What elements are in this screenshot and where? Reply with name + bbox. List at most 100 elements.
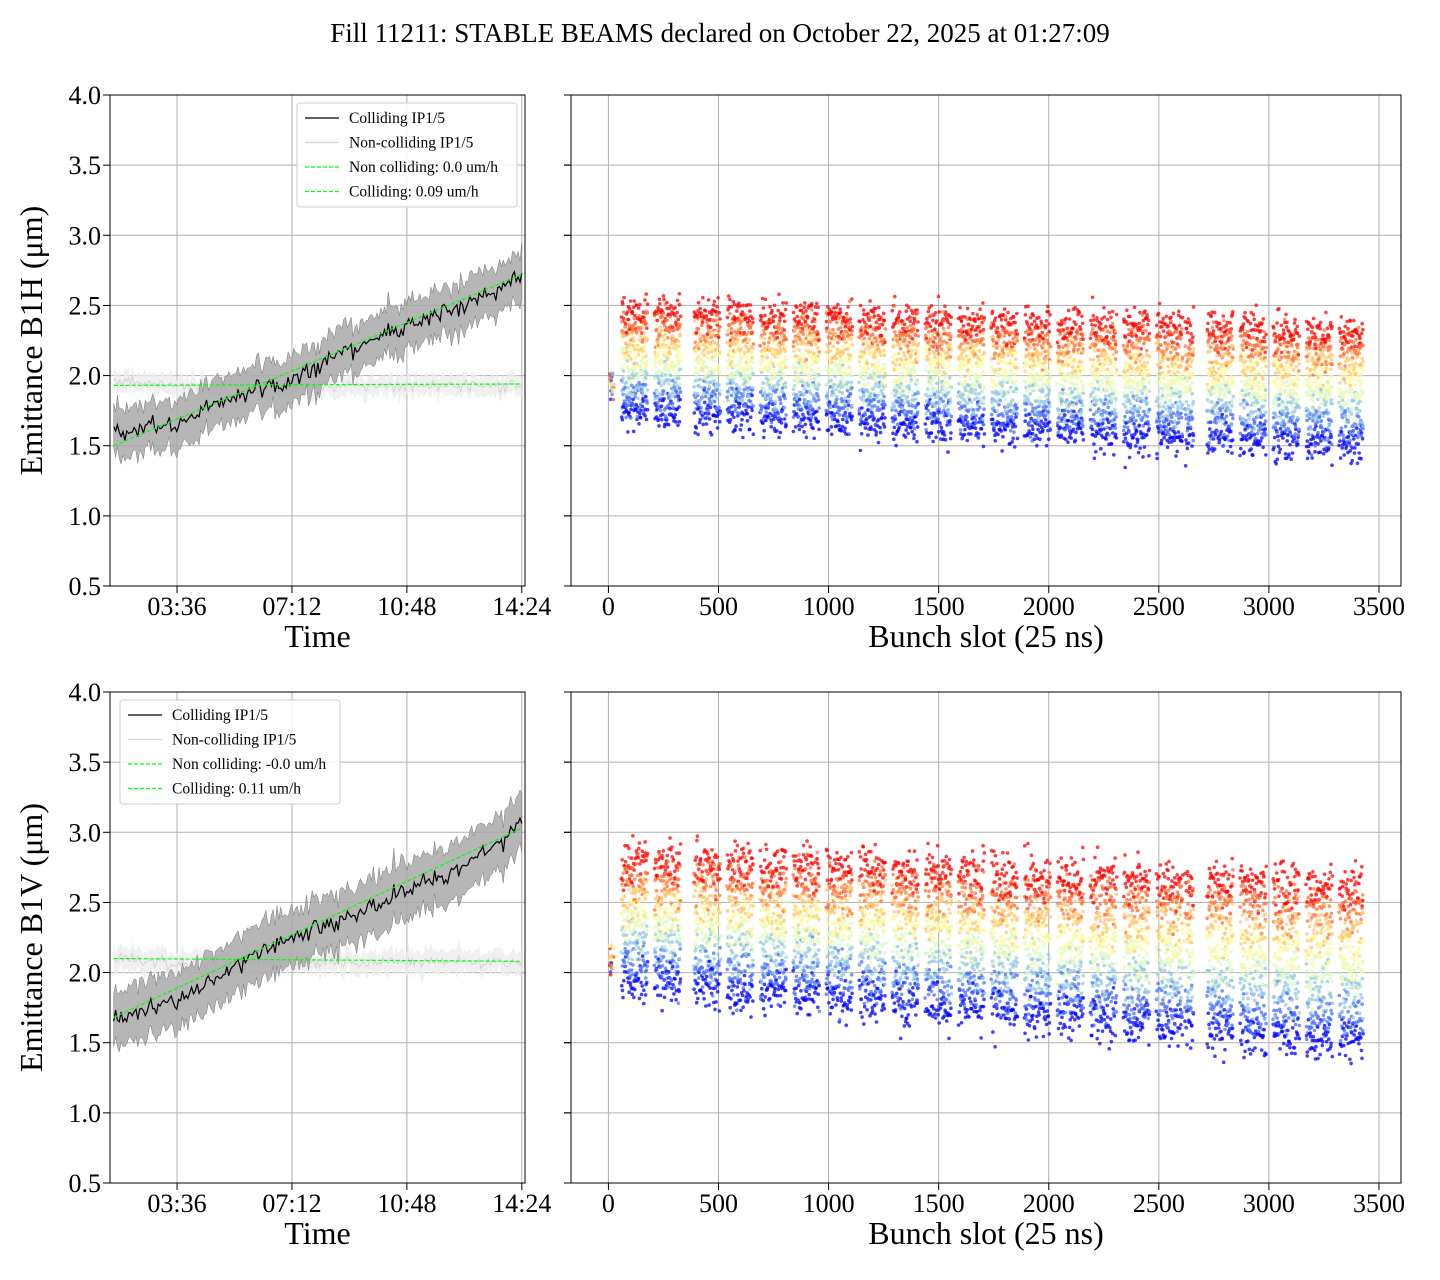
bunch-h-point	[1105, 334, 1109, 339]
bunch-h-point	[991, 339, 996, 343]
bunch-h-point	[782, 392, 786, 397]
bunch-h-point	[634, 361, 639, 366]
bunch-h-point	[837, 423, 841, 428]
bunch-h-point	[734, 406, 738, 411]
bunch-h-point	[702, 400, 707, 405]
bunch-h-point	[901, 333, 905, 337]
bunch-h-point	[1003, 427, 1008, 432]
bunch-h-point	[727, 349, 731, 354]
bunch-h-point	[747, 347, 751, 352]
bunch-h-point	[892, 437, 896, 442]
bunch-h-point	[982, 395, 986, 400]
bunch-h-point	[791, 392, 796, 396]
bunch-h-point	[1080, 403, 1085, 408]
bunch-h-point	[655, 390, 659, 395]
bunch-h-point	[1114, 368, 1119, 372]
bunch-h-point	[989, 412, 994, 417]
bunch-h-point	[1000, 348, 1005, 353]
bunch-h-point	[674, 320, 678, 325]
bunch-h-point	[637, 422, 641, 426]
bunch-h-point	[1122, 424, 1127, 429]
bunch-h-point	[798, 420, 803, 425]
bunch-h-point	[895, 368, 899, 372]
bunch-h-point	[620, 380, 625, 384]
bunch-h-point	[1089, 424, 1094, 428]
bunch-h-point	[944, 386, 948, 391]
bunch-h-point	[740, 319, 744, 324]
bunch-h-point	[910, 429, 914, 434]
bunch-h-point	[673, 412, 678, 417]
bunch-h-point	[718, 317, 722, 321]
bunch-h-point	[666, 336, 670, 340]
bunch-h-point	[632, 316, 637, 321]
bunch-h-point	[780, 336, 784, 340]
bunch-h-point	[981, 413, 985, 417]
bunch-h-point	[1125, 322, 1130, 327]
bunch-h-point	[741, 435, 745, 440]
bunch-h-point	[782, 361, 787, 366]
bunch-h-point	[635, 414, 640, 419]
bunch-h-point	[898, 342, 902, 346]
bunch-h-point	[929, 304, 934, 308]
time-h-frame	[109, 94, 526, 587]
bunch-h-point	[793, 347, 797, 352]
bunch-h-point	[963, 380, 968, 384]
bunch-h-point	[974, 348, 978, 352]
bunch-h-point	[1013, 362, 1017, 366]
bunch-h-point	[699, 339, 703, 343]
bunch-h-point	[717, 383, 721, 387]
bunch-h-point	[1081, 424, 1085, 429]
bunch-h-point	[1078, 327, 1083, 332]
bunch-h-point	[1056, 408, 1061, 413]
bunch-h-point	[802, 416, 807, 420]
bunch-h-point	[996, 338, 1001, 343]
bunch-h-point	[705, 336, 710, 340]
bunch-h-point	[1011, 418, 1016, 422]
bunch-h-point	[871, 332, 875, 337]
bunch-h-point	[735, 364, 739, 368]
bunch-h-point	[712, 299, 717, 304]
bunch-h-point	[1095, 393, 1099, 398]
bunch-h-point	[729, 331, 733, 335]
bunch-h-point	[633, 355, 638, 359]
bunch-h-point	[698, 417, 702, 422]
bunch-h-point	[926, 394, 930, 399]
bunch-h-point	[868, 299, 872, 303]
bunch-h-point	[667, 356, 672, 360]
bunch-h-point	[1090, 323, 1094, 327]
bunch-h-point	[797, 361, 801, 365]
bunch-h-point	[707, 411, 711, 416]
bunch-h-point	[779, 417, 783, 422]
bunch-h-point	[699, 406, 704, 410]
bunch-h-point	[656, 417, 661, 421]
bunch-h-point	[795, 371, 799, 376]
bunch-h-point	[1079, 360, 1083, 364]
bunch-h-point	[811, 426, 815, 431]
bunch-h-point	[701, 369, 705, 373]
bunch-h-point	[750, 386, 755, 390]
bunch-h-point	[759, 318, 763, 323]
bunch-h-point	[1015, 311, 1019, 316]
bunch-h-point	[640, 404, 645, 409]
bunch-h-point	[1014, 328, 1018, 333]
bunch-h-point	[928, 416, 932, 420]
bunch-h-point	[725, 376, 729, 381]
bunch-h-point	[1057, 415, 1061, 420]
bunch-h-point	[709, 402, 713, 406]
bunch-h-point	[948, 397, 953, 402]
bunch-h-point	[644, 394, 648, 399]
bunch-h-point	[620, 302, 625, 306]
bunch-h-point	[1012, 348, 1016, 353]
bunch-h-point	[795, 354, 799, 359]
bunch-h-point	[940, 322, 944, 327]
bunch-h-point	[642, 315, 646, 320]
bunch-h-point	[1113, 400, 1118, 405]
bunch-h-point	[1060, 398, 1064, 403]
bunch-h-point	[1114, 397, 1118, 401]
bunch-h-point	[881, 399, 886, 404]
bunch-h-point	[1028, 419, 1032, 424]
bunch-h-point	[915, 410, 920, 415]
bunch-h-point	[1079, 409, 1084, 414]
bunch-h-point	[763, 332, 767, 336]
bunch-h-point	[1066, 363, 1071, 367]
